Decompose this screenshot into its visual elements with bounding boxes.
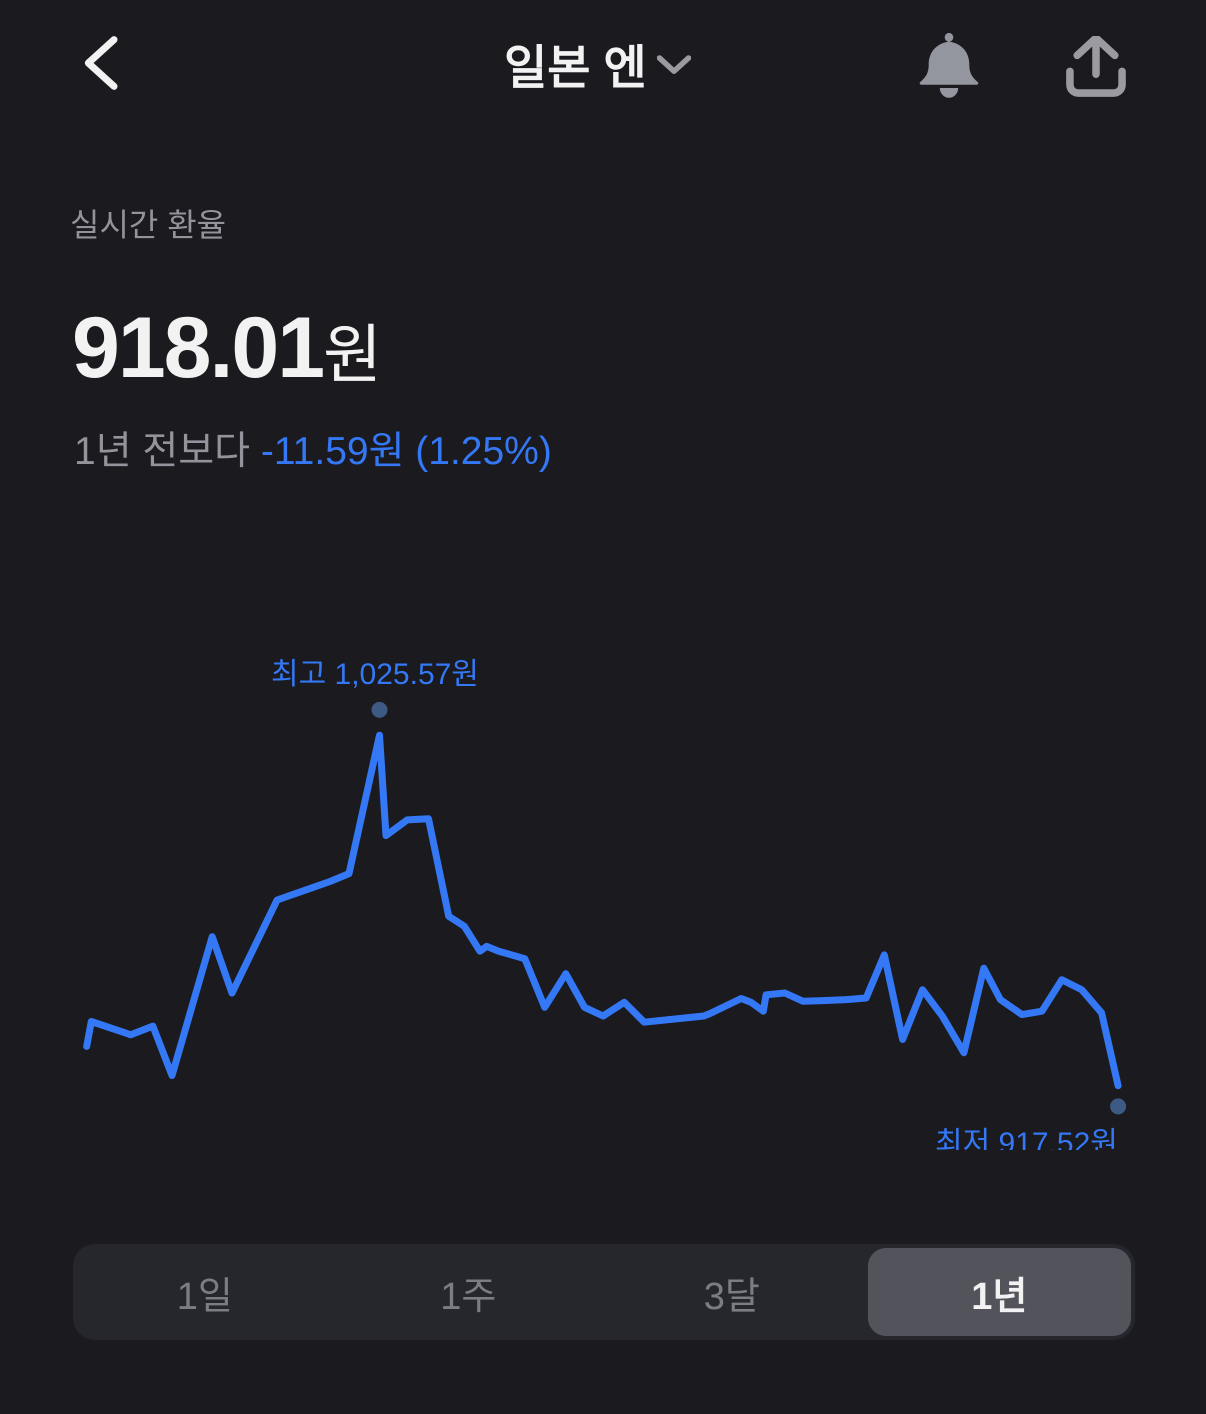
svg-text:최고 1,025.57원: 최고 1,025.57원 (271, 658, 479, 691)
svg-text:최저 917.52원: 최저 917.52원 (935, 1127, 1118, 1150)
